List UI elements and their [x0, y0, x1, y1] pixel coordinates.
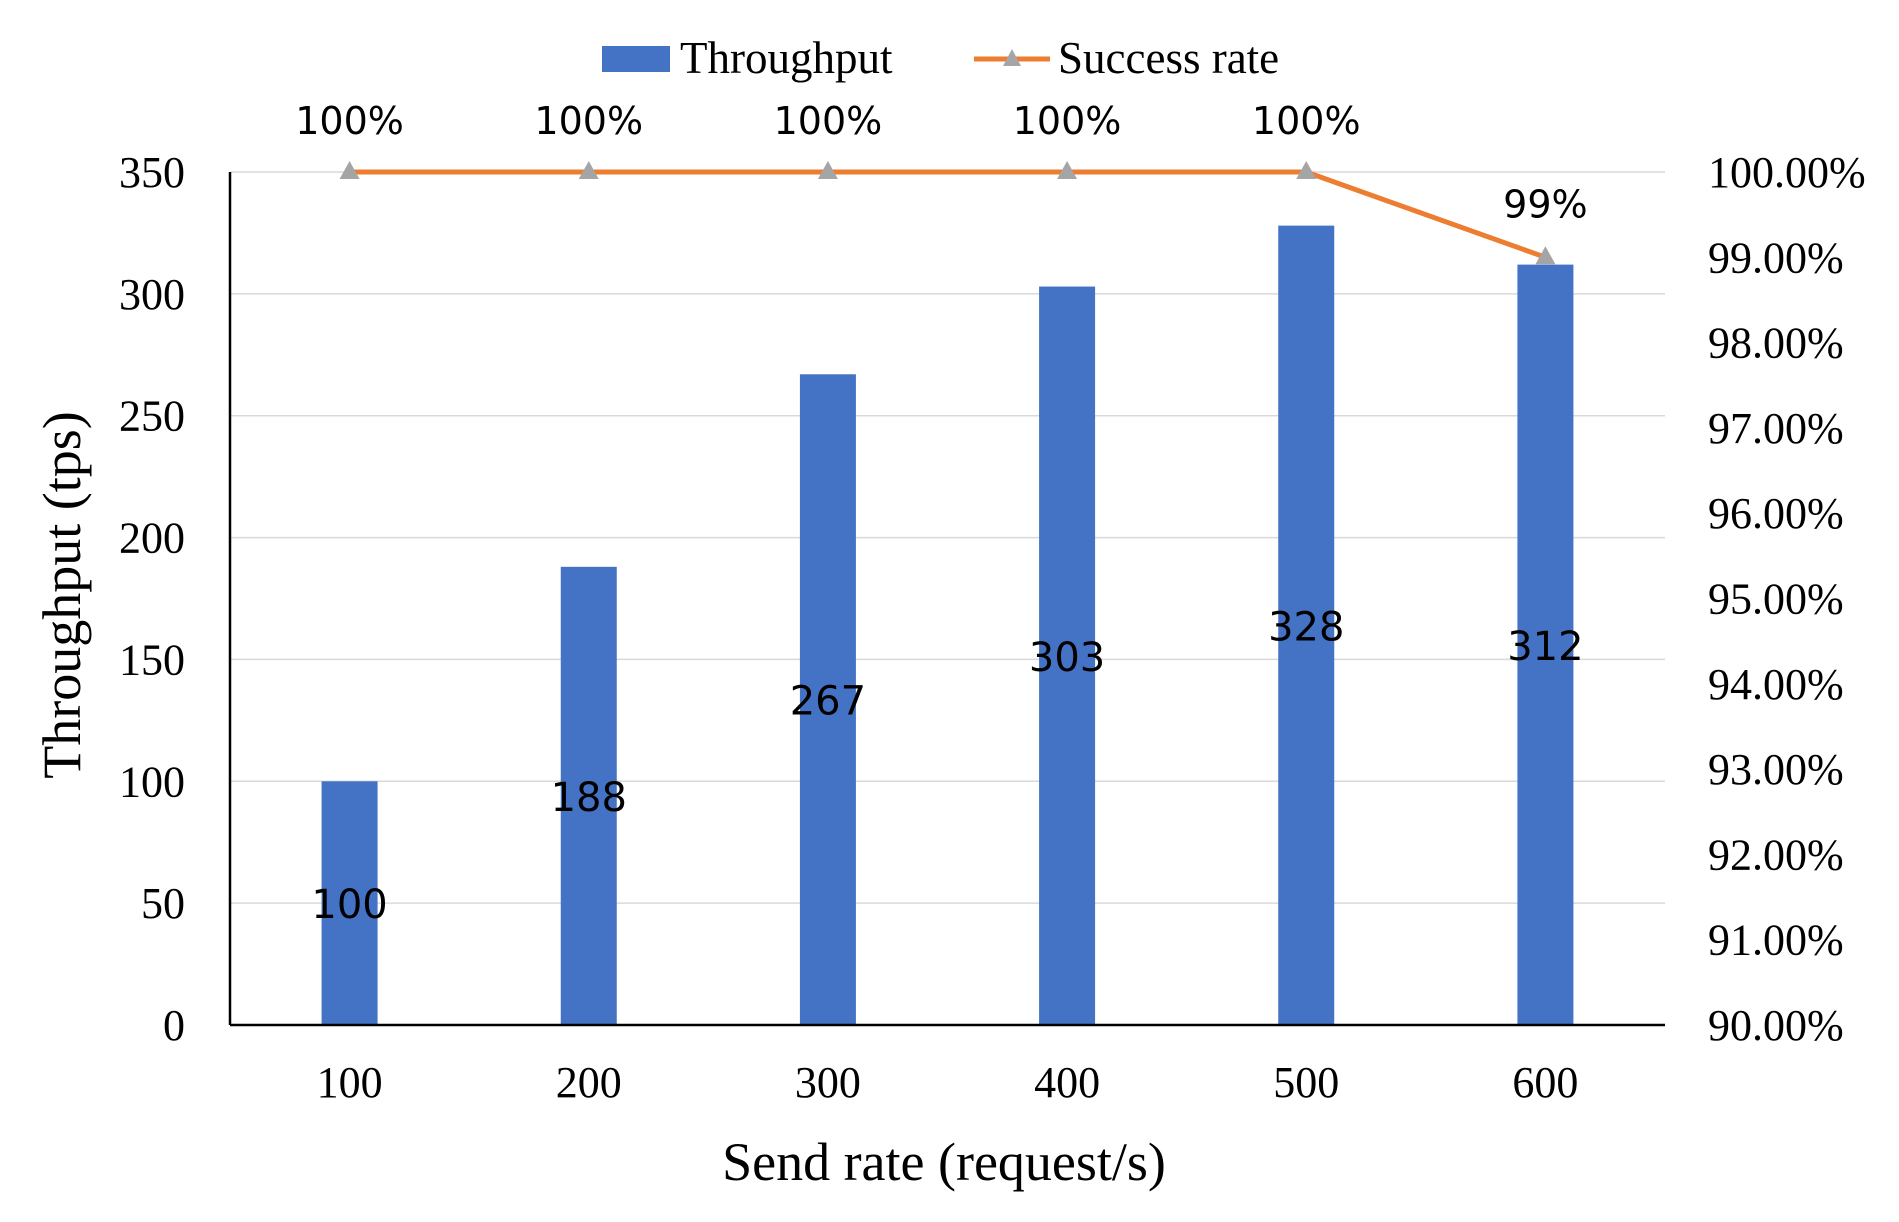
success-rate-label: 100%	[295, 99, 404, 143]
y2-tick-label: 97.00%	[1708, 404, 1844, 453]
legend: Throughput Success rate	[602, 33, 1279, 83]
data-labels: 100 188 267 303 328 312 100% 100% 100% 100% 100% 99…	[295, 99, 1587, 928]
y2-tick-label: 100.00%	[1708, 148, 1866, 197]
bar-throughput	[1517, 264, 1574, 1025]
success-rate-marker	[1057, 161, 1078, 179]
y2-tick-label: 98.00%	[1708, 319, 1844, 368]
legend-marker-success-rate	[1003, 49, 1021, 66]
y-tick-label: 350	[119, 148, 185, 197]
y-tick-label: 200	[119, 514, 185, 563]
success-rate-polyline	[349, 169, 1547, 260]
x-tick-label: 300	[795, 1058, 861, 1107]
bar-throughput	[560, 566, 617, 1025]
success-rate-label: 100%	[774, 99, 883, 143]
x-tick-label: 200	[556, 1058, 622, 1107]
success-rate-marker	[817, 161, 838, 179]
y2-tick-label: 96.00%	[1708, 489, 1844, 538]
bar-throughput	[321, 781, 378, 1025]
bar-value-label: 303	[1029, 635, 1105, 681]
throughput-bars	[321, 225, 1574, 1026]
y2-tick-label: 95.00%	[1708, 575, 1844, 624]
axes: 0 50 100 150 200 250 300 350 90.00% 91.00% 92.00% 9…	[119, 148, 1866, 1107]
bar-throughput	[799, 374, 856, 1026]
legend-label-throughput: Throughput	[680, 33, 893, 83]
y2-tick-label: 99.00%	[1708, 233, 1844, 282]
success-rate-label: 99%	[1503, 182, 1587, 226]
bar-throughput	[1278, 225, 1335, 1026]
y2-tick-label: 92.00%	[1708, 830, 1844, 879]
bar-value-label: 188	[551, 775, 627, 821]
y2-tick-label: 90.00%	[1708, 1001, 1844, 1050]
y-tick-label: 50	[141, 879, 185, 928]
y-tick-label: 150	[119, 635, 185, 684]
y-tick-label: 300	[119, 270, 185, 319]
legend-label-success-rate: Success rate	[1058, 33, 1279, 83]
x-tick-label: 100	[317, 1058, 383, 1107]
y-tick-label: 250	[119, 392, 185, 441]
y-tick-label: 0	[163, 1001, 185, 1050]
y2-tick-label: 93.00%	[1708, 745, 1844, 794]
success-rate-marker	[1296, 161, 1317, 179]
legend-swatch-throughput	[602, 46, 670, 72]
success-rate-label: 100%	[534, 99, 643, 143]
y2-tick-label: 91.00%	[1708, 916, 1844, 965]
x-tick-label: 500	[1273, 1058, 1339, 1107]
y-axis-title: Throughput (tps)	[32, 411, 92, 778]
x-axis-title: Send rate (request/s)	[722, 1132, 1166, 1192]
x-tick-label: 400	[1034, 1058, 1100, 1107]
bar-value-label: 100	[311, 882, 387, 928]
success-rate-label: 100%	[1013, 99, 1122, 143]
gridlines	[230, 171, 1665, 904]
x-tick-label: 600	[1512, 1058, 1578, 1107]
bar-value-label: 267	[790, 679, 866, 725]
bar-value-label: 328	[1268, 604, 1344, 650]
success-rate-label: 100%	[1252, 99, 1361, 143]
bar-value-label: 312	[1507, 624, 1583, 670]
success-rate-marker	[1535, 246, 1556, 265]
bar-throughput	[1039, 286, 1096, 1025]
y-tick-label: 100	[119, 757, 185, 806]
success-rate-marker	[578, 161, 599, 179]
y2-tick-label: 94.00%	[1708, 660, 1844, 709]
success-rate-line	[339, 161, 1556, 265]
success-rate-marker	[339, 161, 360, 179]
